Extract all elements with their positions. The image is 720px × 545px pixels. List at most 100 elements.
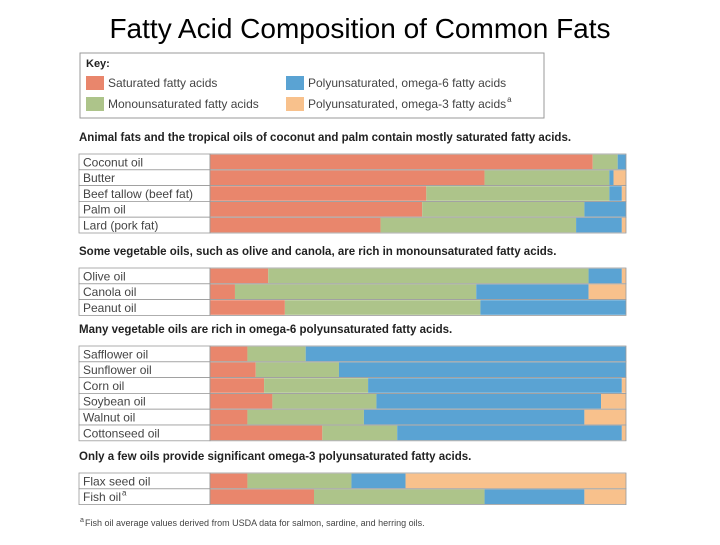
legend-swatch-sat — [86, 76, 104, 90]
row-border — [209, 488, 627, 505]
bar-segment-sat — [210, 186, 427, 201]
bar-segment-o6 — [351, 473, 406, 489]
bar-segment-o6 — [397, 425, 622, 441]
bar-segment-sat — [210, 202, 423, 217]
row-label-sup: a — [122, 488, 127, 497]
bar-segment-o6 — [480, 300, 626, 315]
bar-segment-o3 — [613, 170, 626, 185]
bar-segment-mono — [234, 284, 477, 299]
row-label: Fish oil — [83, 490, 121, 504]
row-border — [209, 216, 627, 234]
legend-label-sat: Saturated fatty acids — [108, 76, 217, 90]
row-border — [209, 424, 627, 442]
bar-segment-mono — [272, 394, 377, 409]
row-border — [209, 299, 627, 316]
bar-segment-o6 — [584, 202, 626, 217]
bar-segment-o3 — [584, 489, 626, 504]
bar-segment-mono — [426, 186, 610, 201]
bar-segment-sat — [210, 170, 485, 185]
bar-segment-sat — [210, 473, 248, 489]
chart-title: Fatty Acid Composition of Common Fats — [109, 13, 610, 44]
bar-segment-o3 — [601, 394, 626, 409]
bar-segment-mono — [380, 217, 577, 233]
bar-segment-o6 — [305, 346, 626, 362]
row-label: Peanut oil — [83, 301, 136, 315]
bar-segment-mono — [322, 425, 398, 441]
bar-segment-o6 — [484, 489, 585, 504]
legend-swatch-mono — [86, 97, 104, 111]
group-heading: Animal fats and the tropical oils of coc… — [79, 132, 571, 144]
bar-segment-o3 — [621, 425, 626, 441]
bar-segment-o3 — [588, 284, 626, 299]
bar-segment-o6 — [576, 217, 622, 233]
legend-box — [79, 52, 545, 119]
bar-segment-mono — [247, 409, 364, 425]
group-heading: Many vegetable oils are rich in omega-6 … — [79, 324, 452, 336]
legend-label-mono: Monounsaturated fatty acids — [108, 97, 259, 111]
row-label: Olive oil — [83, 269, 126, 283]
legend-label-o3: Polyunsaturated, omega-3 fatty acids — [308, 97, 506, 111]
row-label: Corn oil — [83, 379, 124, 393]
legend-label-o6: Polyunsaturated, omega-6 fatty acids — [308, 76, 506, 90]
bar-segment-o3 — [621, 268, 626, 284]
bar-segment-sat — [210, 217, 381, 233]
bar-segment-mono — [247, 346, 306, 362]
row-label: Soybean oil — [83, 395, 146, 409]
footnote-text: Fish oil average values derived from USD… — [85, 518, 425, 528]
legend-label-sup: a — [507, 95, 512, 104]
bar-segment-mono — [592, 154, 618, 170]
bar-segment-sat — [210, 409, 248, 425]
bar-segment-sat — [210, 300, 285, 315]
bar-segment-o6 — [368, 378, 622, 393]
bar-segment-sat — [210, 362, 256, 377]
bar-segment-o6 — [376, 394, 602, 409]
bar-segment-mono — [284, 300, 481, 315]
bar-segment-sat — [210, 489, 314, 504]
row-label: Coconut oil — [83, 155, 143, 169]
bar-segment-o3 — [405, 473, 626, 489]
row-label: Cottonseed oil — [83, 426, 160, 440]
bar-segment-o3 — [584, 409, 626, 425]
row-label: Canola oil — [83, 285, 136, 299]
group-heading: Only a few oils provide significant omeg… — [79, 451, 471, 463]
row-label: Sunflower oil — [83, 363, 152, 377]
bar-segment-o3 — [621, 186, 626, 201]
row-label: Flax seed oil — [83, 474, 150, 488]
legend-swatch-o6 — [286, 76, 304, 90]
bar-segment-mono — [264, 378, 369, 393]
bar-segment-o6 — [609, 170, 614, 185]
bar-segment-o6 — [476, 284, 589, 299]
row-label: Lard (pork fat) — [83, 219, 158, 233]
row-label: Butter — [83, 171, 115, 185]
bar-segment-o3 — [621, 378, 626, 393]
bar-segment-mono — [268, 268, 589, 284]
bar-segment-sat — [210, 268, 269, 284]
row-label: Walnut oil — [83, 411, 135, 425]
bar-segment-o3 — [621, 217, 626, 233]
row-label: Safflower oil — [83, 347, 148, 361]
footnote-marker: a — [80, 517, 84, 524]
legend-swatch-o3 — [286, 97, 304, 111]
bar-segment-mono — [314, 489, 485, 504]
bar-segment-mono — [484, 170, 610, 185]
bar-segment-sat — [210, 394, 273, 409]
bar-segment-sat — [210, 154, 593, 170]
bar-segment-o6 — [617, 154, 626, 170]
legend-heading: Key: — [86, 58, 110, 70]
bar-segment-sat — [210, 378, 265, 393]
bar-segment-o6 — [363, 409, 585, 425]
row-label: Palm oil — [83, 203, 126, 217]
bar-segment-sat — [210, 284, 235, 299]
bar-segment-sat — [210, 425, 323, 441]
bar-segment-mono — [247, 473, 352, 489]
bar-segment-mono — [422, 202, 585, 217]
bar-segment-sat — [210, 346, 248, 362]
bar-segment-o6 — [609, 186, 622, 201]
bar-segment-mono — [255, 362, 339, 377]
row-label: Beef tallow (beef fat) — [83, 187, 193, 201]
bar-segment-o6 — [588, 268, 622, 284]
group-heading: Some vegetable oils, such as olive and c… — [79, 246, 556, 258]
bar-segment-o6 — [338, 362, 626, 377]
